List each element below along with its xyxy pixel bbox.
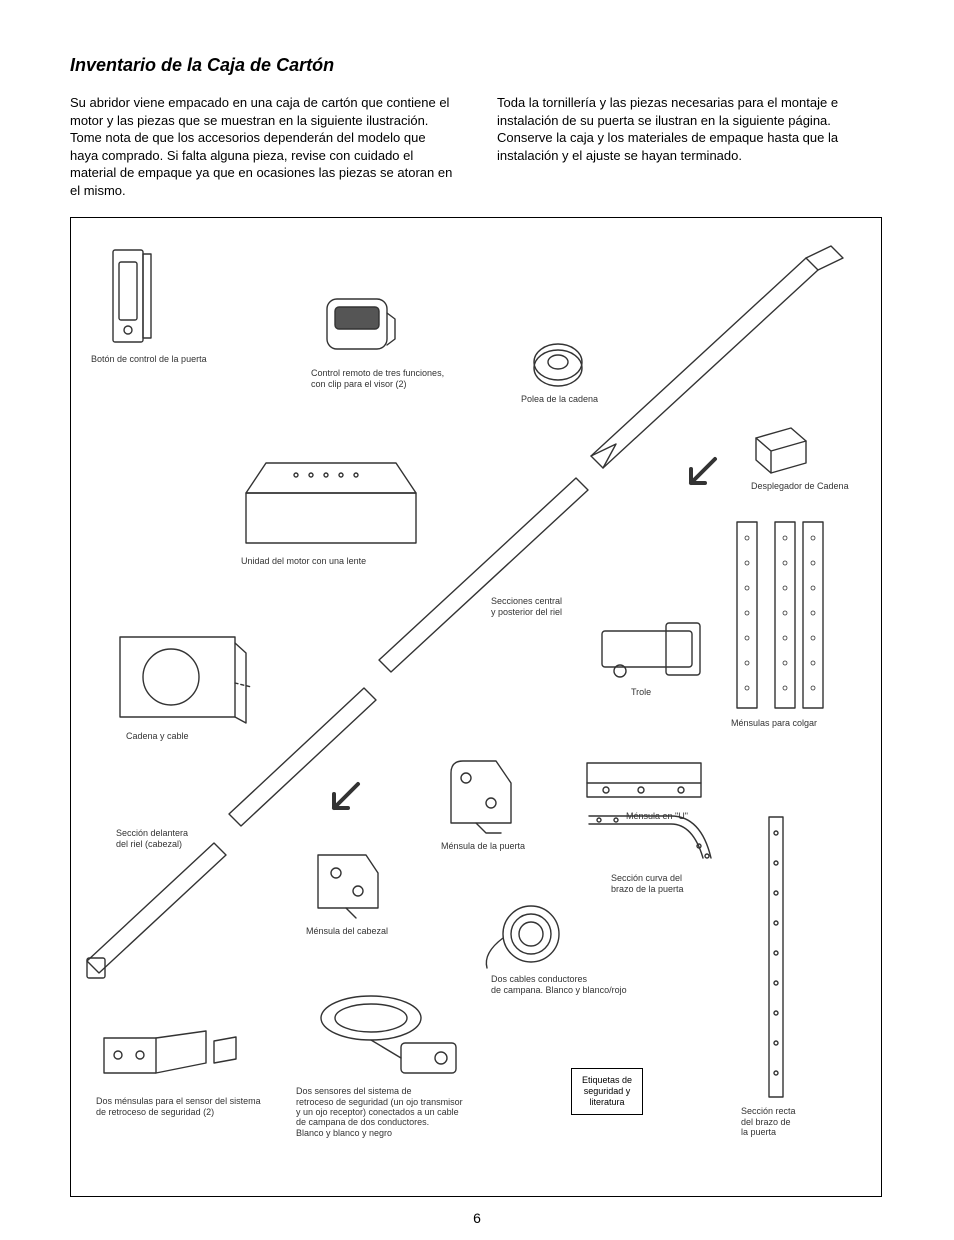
chain-spreader-illustration <box>751 423 811 478</box>
sensor-brackets-label: Dos ménsulas para el sensor del sistema … <box>96 1096 261 1117</box>
straight-door-arm-illustration <box>761 813 791 1103</box>
bell-wires-illustration <box>481 898 576 973</box>
header-bracket-label: Ménsula del cabezal <box>306 926 388 936</box>
page-title: Inventario de la Caja de Cartón <box>70 55 884 76</box>
trolley-label: Trole <box>631 687 651 697</box>
hanging-brackets-illustration <box>731 518 831 713</box>
page-number: 6 <box>0 1210 954 1226</box>
pulley-illustration <box>531 338 586 393</box>
door-bracket-label: Ménsula de la puerta <box>441 841 525 851</box>
intro-left: Su abridor viene empacado en una caja de… <box>70 94 457 199</box>
arrow-icon <box>683 453 723 493</box>
chain-cable-illustration <box>116 633 251 728</box>
remote-illustration <box>321 293 401 363</box>
sensors-illustration <box>301 988 471 1083</box>
straight-door-arm-label: Sección recta del brazo de la puerta <box>741 1106 796 1137</box>
rail-center-rear-label: Secciones central y posterior del riel <box>491 596 562 617</box>
chain-spreader-label: Desplegador de Cadena <box>751 481 849 491</box>
pulley-label: Polea de la cadena <box>521 394 598 404</box>
curved-door-arm-label: Sección curva del brazo de la puerta <box>611 873 684 894</box>
sensor-brackets-illustration <box>96 1023 246 1093</box>
chain-cable-label: Cadena y cable <box>126 731 189 741</box>
intro-right: Toda la tornillería y las piezas necesar… <box>497 94 884 199</box>
remote-label: Control remoto de tres funciones, con cl… <box>311 368 444 389</box>
header-bracket-illustration <box>306 843 391 923</box>
labels-box: Etiquetas de seguridad y literatura <box>571 1068 643 1114</box>
sensors-label: Dos sensores del sistema de retroceso de… <box>296 1086 463 1138</box>
curved-door-arm-illustration <box>581 808 721 878</box>
trolley-illustration <box>596 613 706 683</box>
bell-wires-label: Dos cables conductores de campana. Blanc… <box>491 974 627 995</box>
motor-unit-label: Unidad del motor con una lente <box>241 556 366 566</box>
door-bracket-illustration <box>441 753 521 838</box>
door-control-label: Botón de control de la puerta <box>91 354 207 364</box>
u-bracket-illustration <box>581 753 711 808</box>
motor-unit-illustration <box>236 453 426 553</box>
door-control-illustration <box>111 248 155 348</box>
front-rail-label: Sección delantera del riel (cabezal) <box>116 828 188 849</box>
diagram-frame: Botón de control de la puerta Control re… <box>70 217 882 1197</box>
hanging-brackets-label: Ménsulas para colgar <box>731 718 817 728</box>
arrow-icon-2 <box>326 778 366 818</box>
